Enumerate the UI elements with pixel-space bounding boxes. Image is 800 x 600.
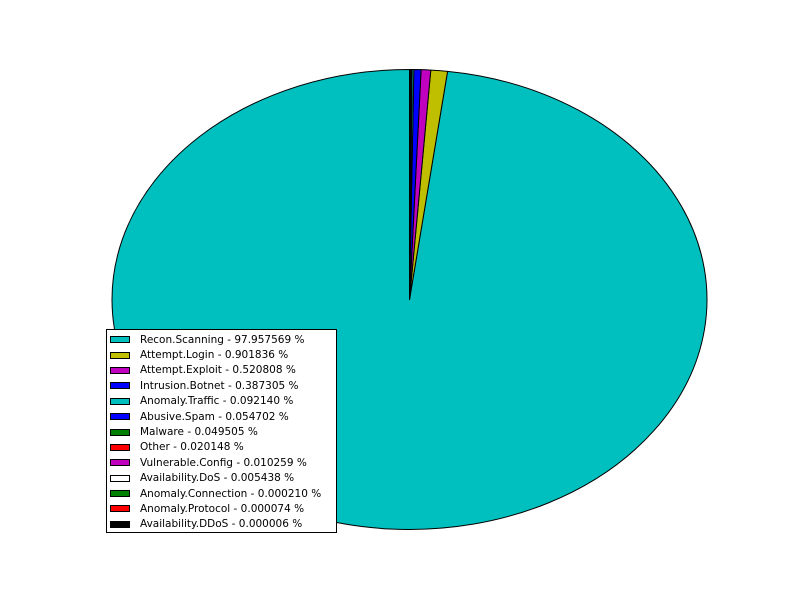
legend-swatch — [110, 474, 130, 482]
legend-label: Anomaly.Traffic - 0.092140 % — [140, 395, 294, 408]
legend-label: Attempt.Exploit - 0.520808 % — [140, 364, 296, 377]
legend-item: Anomaly.Connection - 0.000210 % — [110, 486, 336, 501]
legend-label: Other - 0.020148 % — [140, 441, 244, 454]
legend-label: Availability.DoS - 0.005438 % — [140, 472, 295, 485]
legend-swatch — [110, 490, 130, 498]
legend-label: Anomaly.Protocol - 0.000074 % — [140, 502, 305, 515]
legend-item: Availability.DoS - 0.005438 % — [110, 471, 336, 486]
legend-item: Anomaly.Protocol - 0.000074 % — [110, 501, 336, 516]
legend-item: Attempt.Exploit - 0.520808 % — [110, 363, 336, 378]
legend-label: Recon.Scanning - 97.957569 % — [140, 333, 305, 346]
legend-swatch — [110, 459, 130, 467]
legend-label: Availability.DDoS - 0.000006 % — [140, 518, 303, 531]
legend-item: Other - 0.020148 % — [110, 440, 336, 455]
legend-swatch — [110, 413, 130, 421]
legend-item: Attempt.Login - 0.901836 % — [110, 347, 336, 362]
legend-item: Abusive.Spam - 0.054702 % — [110, 409, 336, 424]
legend-label: Anomaly.Connection - 0.000210 % — [140, 487, 322, 500]
chart-legend: Recon.Scanning - 97.957569 % Attempt.Logi… — [106, 329, 337, 533]
legend-item: Intrusion.Botnet - 0.387305 % — [110, 378, 336, 393]
legend-label: Attempt.Login - 0.901836 % — [140, 349, 289, 362]
legend-item: Vulnerable.Config - 0.010259 % — [110, 455, 336, 470]
legend-swatch — [110, 351, 130, 359]
legend-item: Availability.DDoS - 0.000006 % — [110, 517, 336, 532]
legend-label: Intrusion.Botnet - 0.387305 % — [140, 379, 299, 392]
legend-swatch — [110, 336, 130, 344]
legend-swatch — [110, 382, 130, 390]
legend-swatch — [110, 520, 130, 528]
legend-item: Malware - 0.049505 % — [110, 424, 336, 439]
legend-label: Malware - 0.049505 % — [140, 426, 258, 439]
legend-label: Abusive.Spam - 0.054702 % — [140, 410, 289, 423]
legend-swatch — [110, 443, 130, 451]
legend-item: Anomaly.Traffic - 0.092140 % — [110, 394, 336, 409]
legend-swatch — [110, 366, 130, 374]
legend-swatch — [110, 505, 130, 513]
legend-swatch — [110, 428, 130, 436]
legend-label: Vulnerable.Config - 0.010259 % — [140, 456, 307, 469]
legend-item: Recon.Scanning - 97.957569 % — [110, 332, 336, 347]
legend-swatch — [110, 397, 130, 405]
